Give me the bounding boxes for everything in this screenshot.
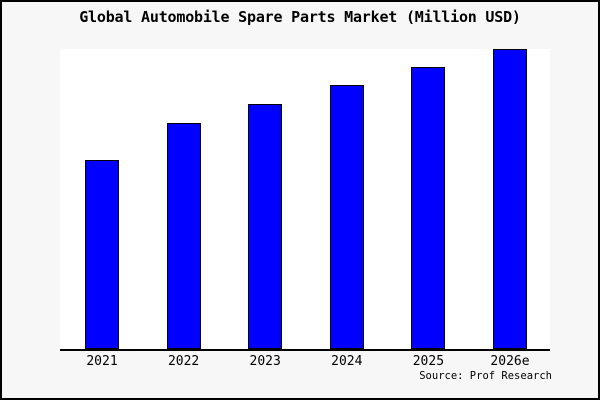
bar-2021 — [85, 160, 119, 349]
x-axis-label-2024: 2024 — [331, 354, 363, 369]
bar-2022 — [166, 123, 201, 349]
plot-area — [60, 49, 550, 351]
x-axis-label-2022: 2022 — [167, 354, 200, 369]
bar-2024 — [329, 85, 364, 349]
bar-2023 — [248, 104, 283, 349]
x-axis-label-2023: 2023 — [249, 354, 281, 369]
x-axis-label-2025: 2025 — [412, 354, 445, 369]
source-note: Source: Prof Research — [419, 370, 552, 382]
chart-title: Global Automobile Spare Parts Market (Mi… — [79, 8, 521, 26]
bar-2025 — [411, 67, 446, 349]
x-axis-label-2021: 2021 — [86, 354, 118, 369]
bar-2026e — [493, 49, 527, 349]
x-axis-label-2026e: 2026e — [490, 354, 530, 369]
